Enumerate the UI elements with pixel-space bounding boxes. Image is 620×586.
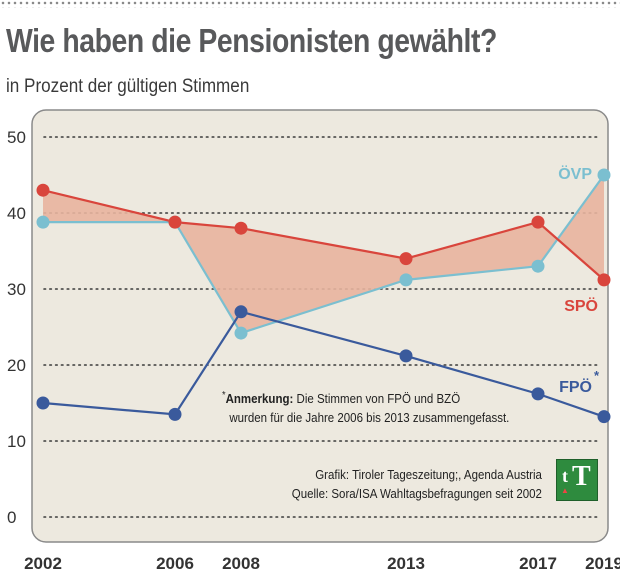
top-dotted-rule (0, 0, 620, 8)
y-tick-label: 50 (7, 128, 26, 147)
data-point-oevp (597, 168, 611, 182)
y-tick-label: 20 (7, 356, 26, 375)
data-point-spoe (168, 215, 182, 229)
data-point-fpoe (597, 410, 611, 424)
data-point-fpoe (36, 396, 50, 410)
data-point-fpoe (399, 349, 413, 363)
data-point-spoe (234, 221, 248, 235)
page-title: Wie haben die Pensionisten gewählt? (6, 22, 497, 59)
y-tick-label: 10 (7, 432, 26, 451)
data-point-oevp (234, 326, 248, 340)
series-label-oevp: ÖVP (558, 164, 592, 183)
source-line1: Grafik: Tiroler Tageszeitung;, Agenda Au… (315, 468, 542, 482)
tt-logo: t T ▲ (556, 459, 598, 501)
annotation-heading: Anmerkung: (225, 392, 294, 407)
x-tick-label: 2019 (585, 554, 620, 573)
series-label-fpoe-asterisk: * (594, 368, 600, 383)
data-point-spoe (597, 273, 611, 287)
annotation-line1: Die Stimmen von FPÖ und BZÖ (296, 392, 461, 407)
y-tick-label: 0 (7, 508, 16, 527)
source-line2: Quelle: Sora/ISA Wahltagsbefragungen sei… (291, 487, 542, 501)
x-tick-label: 2013 (387, 554, 425, 573)
x-tick-label: 2008 (222, 554, 260, 573)
data-point-oevp (399, 273, 413, 287)
data-point-fpoe (168, 407, 182, 421)
source-credit: Grafik: Tiroler Tageszeitung;, Agenda Au… (292, 466, 542, 504)
annotation-line2: wurden für die Jahre 2006 bis 2013 zusam… (229, 411, 510, 426)
x-tick-label: 2002 (24, 554, 62, 573)
data-point-fpoe (531, 387, 545, 401)
data-point-oevp (531, 259, 545, 273)
series-label-fpoe: FPÖ (559, 377, 592, 396)
data-point-fpoe (234, 305, 248, 319)
x-tick-label: 2017 (519, 554, 557, 573)
data-point-spoe (399, 252, 413, 266)
series-line-oevp (43, 174, 605, 335)
annotation-note: *Anmerkung: Die Stimmen von FPÖ und BZÖ … (222, 386, 509, 428)
series-label-spoe: SPÖ (564, 296, 598, 315)
data-point-spoe (36, 183, 50, 197)
x-tick-label: 2006 (156, 554, 194, 573)
series-line-spoe (42, 189, 605, 281)
data-point-spoe (531, 215, 545, 229)
y-tick-label: 30 (7, 280, 26, 299)
series-line-fpoe (42, 310, 605, 418)
page-subtitle: in Prozent der gültigen Stimmen (6, 76, 250, 97)
y-tick-label: 40 (7, 204, 26, 223)
data-point-oevp (36, 215, 50, 229)
annotation-marker: * (222, 390, 226, 401)
area-between-spoe-oevp (43, 175, 604, 334)
